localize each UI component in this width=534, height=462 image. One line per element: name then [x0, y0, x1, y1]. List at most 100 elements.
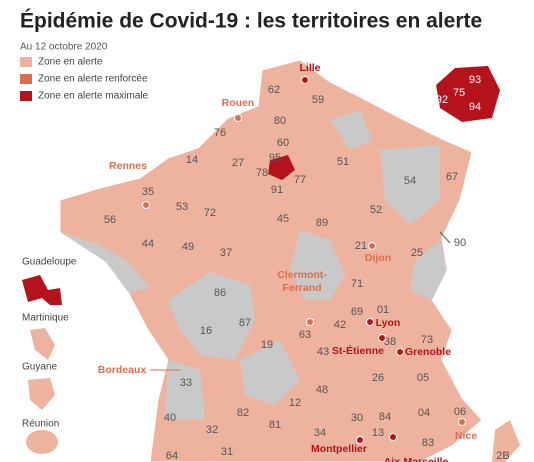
overseas-label: Guadeloupe	[22, 257, 77, 268]
city-dot	[142, 201, 150, 209]
city-label: St-Étienne	[332, 344, 384, 357]
overseas-label: Martinique	[22, 313, 69, 324]
city-label: Aix-Marseille	[384, 456, 449, 462]
city-dot	[378, 334, 386, 342]
department-code: 89	[316, 217, 328, 229]
paris-code: 75	[453, 87, 465, 99]
legend-label: Zone en alerte maximale	[38, 91, 148, 102]
department-code: 53	[176, 201, 188, 213]
department-code: 56	[104, 214, 116, 226]
city-dot	[366, 318, 374, 326]
department-code: 63	[299, 329, 311, 341]
legend-swatch	[20, 91, 32, 101]
city-label: Grenoble	[405, 346, 451, 358]
legend-swatch	[20, 74, 32, 84]
department-code: 05	[417, 372, 429, 384]
guadeloupe-shape	[22, 275, 62, 305]
department-code: 26	[372, 372, 384, 384]
department-code: 81	[269, 419, 281, 431]
department-code: 42	[334, 319, 346, 331]
title: Épidémie de Covid-19 : les territoires e…	[20, 10, 482, 33]
department-code: 48	[316, 384, 328, 396]
paris-code: 92	[436, 94, 448, 106]
department-code: 40	[164, 412, 176, 424]
corsica	[492, 420, 520, 462]
overseas-label: Réunion	[22, 419, 59, 430]
department-code: 33	[180, 377, 192, 389]
department-code: 06	[454, 406, 466, 418]
department-code: 21	[355, 240, 367, 252]
department-code: 19	[261, 339, 273, 351]
leader-line	[439, 231, 451, 244]
department-code: 43	[317, 346, 329, 358]
department-code: 31	[221, 446, 233, 458]
department-code: 73	[421, 334, 433, 346]
overseas-label: Guyane	[22, 362, 57, 373]
department-code: 27	[232, 157, 244, 169]
subtitle: Au 12 octobre 2020	[20, 42, 108, 53]
department-code: 80	[274, 115, 286, 127]
paris-inset	[436, 66, 500, 122]
city-dot	[396, 348, 404, 356]
city-label: Bordeaux	[98, 364, 147, 376]
legend-swatch	[20, 57, 32, 67]
city-label: Lille	[299, 62, 320, 74]
department-code: 37	[220, 247, 232, 259]
department-code: 67	[446, 171, 458, 183]
guyane-shape	[28, 378, 55, 410]
department-code: 78	[256, 167, 268, 179]
city-dot	[234, 114, 242, 122]
department-code: 90	[454, 237, 466, 249]
city-dot	[368, 242, 376, 250]
department-code: 52	[370, 204, 382, 216]
city-label: Clermont-	[277, 269, 327, 281]
department-code: 72	[204, 207, 216, 219]
department-code: 38	[384, 336, 396, 348]
legend-label: Zone en alerte renforcée	[38, 74, 148, 85]
paris-area	[268, 155, 295, 180]
department-code: 54	[404, 175, 416, 187]
department-code: 59	[312, 94, 324, 106]
department-code: 86	[214, 287, 226, 299]
department-code: 12	[289, 397, 301, 409]
department-code: 30	[351, 412, 363, 424]
department-code: 77	[294, 174, 306, 186]
legend-label: Zone en alerte	[38, 57, 103, 68]
department-code: 82	[237, 407, 249, 419]
department-code: 32	[206, 424, 218, 436]
city-dot	[301, 76, 309, 84]
department-code: 45	[277, 213, 289, 225]
department-code: 14	[186, 154, 198, 166]
department-code: 34	[314, 427, 326, 439]
department-code: 69	[351, 306, 363, 318]
department-code: 60	[277, 137, 289, 149]
paris-code: 94	[469, 101, 481, 113]
city-label: Montpellier	[311, 443, 367, 455]
department-code: 16	[200, 325, 212, 337]
department-code: 91	[271, 184, 283, 196]
department-code: 13	[372, 427, 384, 439]
department-code: 51	[337, 156, 349, 168]
department-code: 83	[422, 437, 434, 449]
department-code: 71	[351, 278, 363, 290]
mainland	[59, 59, 483, 462]
city-label: Lyon	[376, 317, 401, 329]
unalerted-areas	[60, 110, 447, 420]
department-code: 84	[379, 411, 391, 423]
city-label: Rouen	[222, 97, 255, 109]
city-label: Nice	[455, 430, 477, 442]
department-code: 76	[214, 127, 226, 139]
paris-code: 93	[469, 74, 481, 86]
city-dot	[356, 436, 364, 444]
city-dot	[306, 318, 314, 326]
department-code: 44	[142, 238, 154, 250]
department-code: 49	[182, 241, 194, 253]
reunion-shape	[26, 430, 58, 454]
department-code: 35	[142, 186, 154, 198]
city-label: Rennes	[109, 160, 147, 172]
city-dot	[458, 418, 466, 426]
department-code: 95	[269, 152, 281, 164]
department-code: 2B	[496, 450, 509, 462]
city-dot	[389, 433, 397, 441]
